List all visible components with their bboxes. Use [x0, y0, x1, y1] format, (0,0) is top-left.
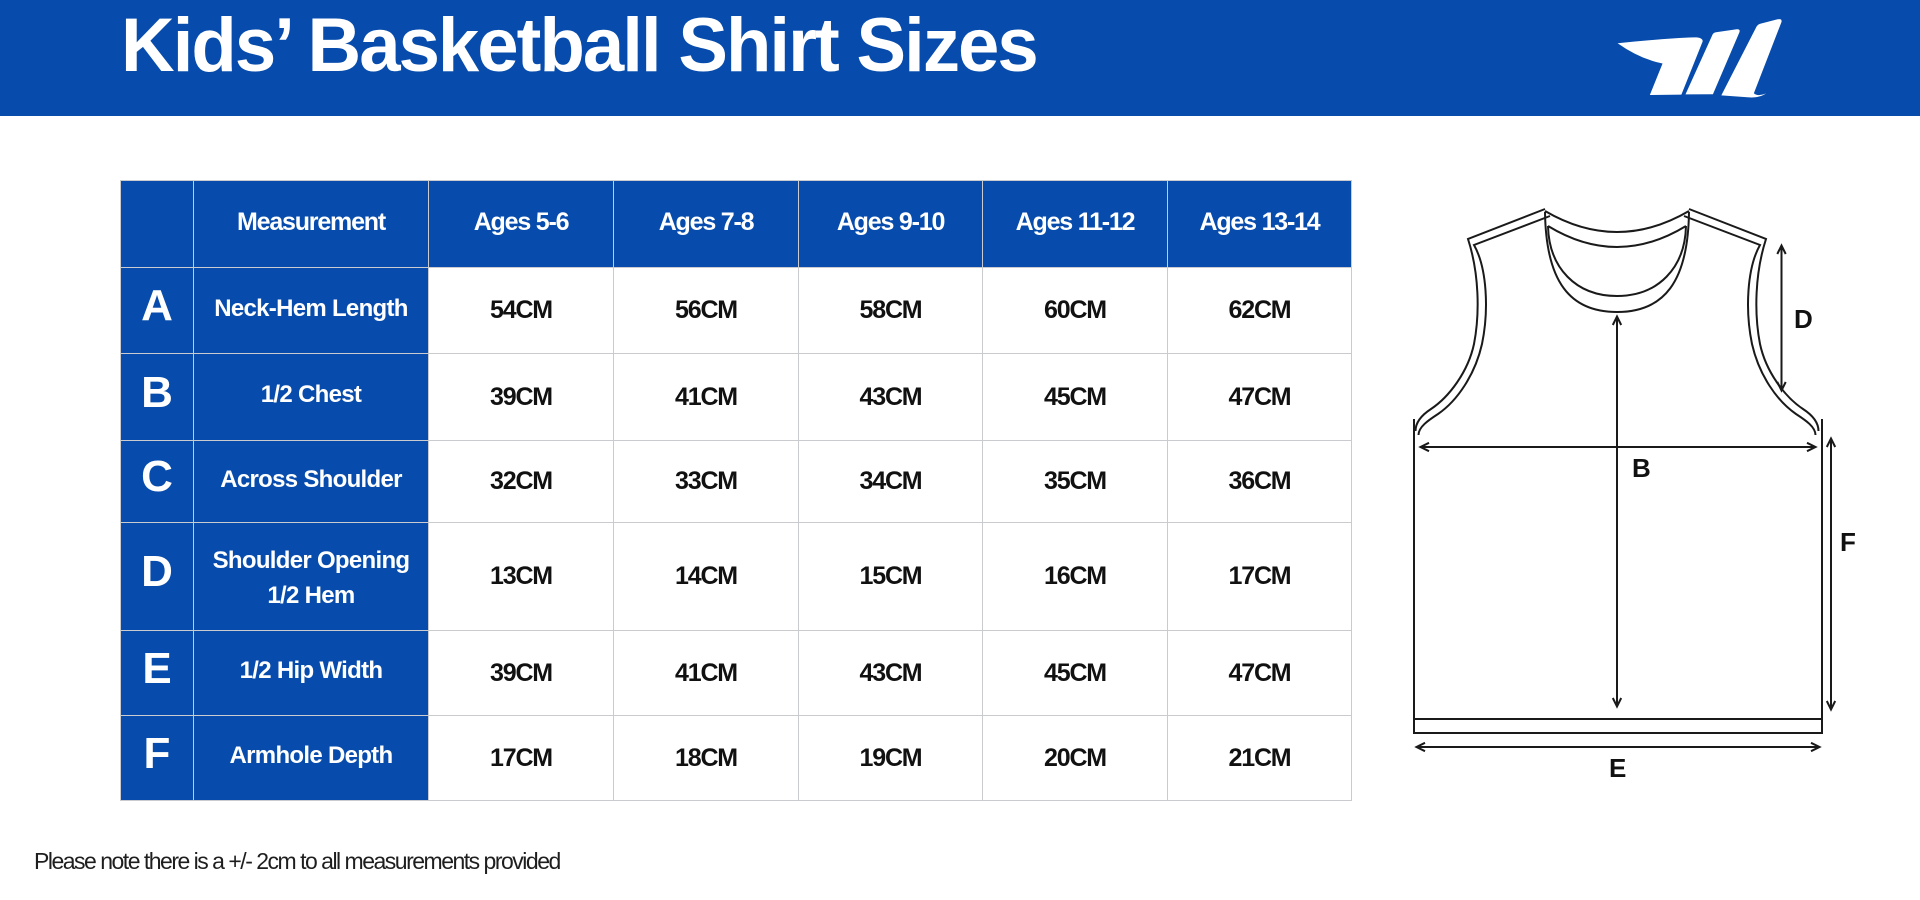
- svg-text:E: E: [1609, 753, 1626, 783]
- svg-text:D: D: [1794, 304, 1813, 334]
- svg-text:B: B: [1632, 453, 1651, 483]
- svg-text:F: F: [1840, 527, 1856, 557]
